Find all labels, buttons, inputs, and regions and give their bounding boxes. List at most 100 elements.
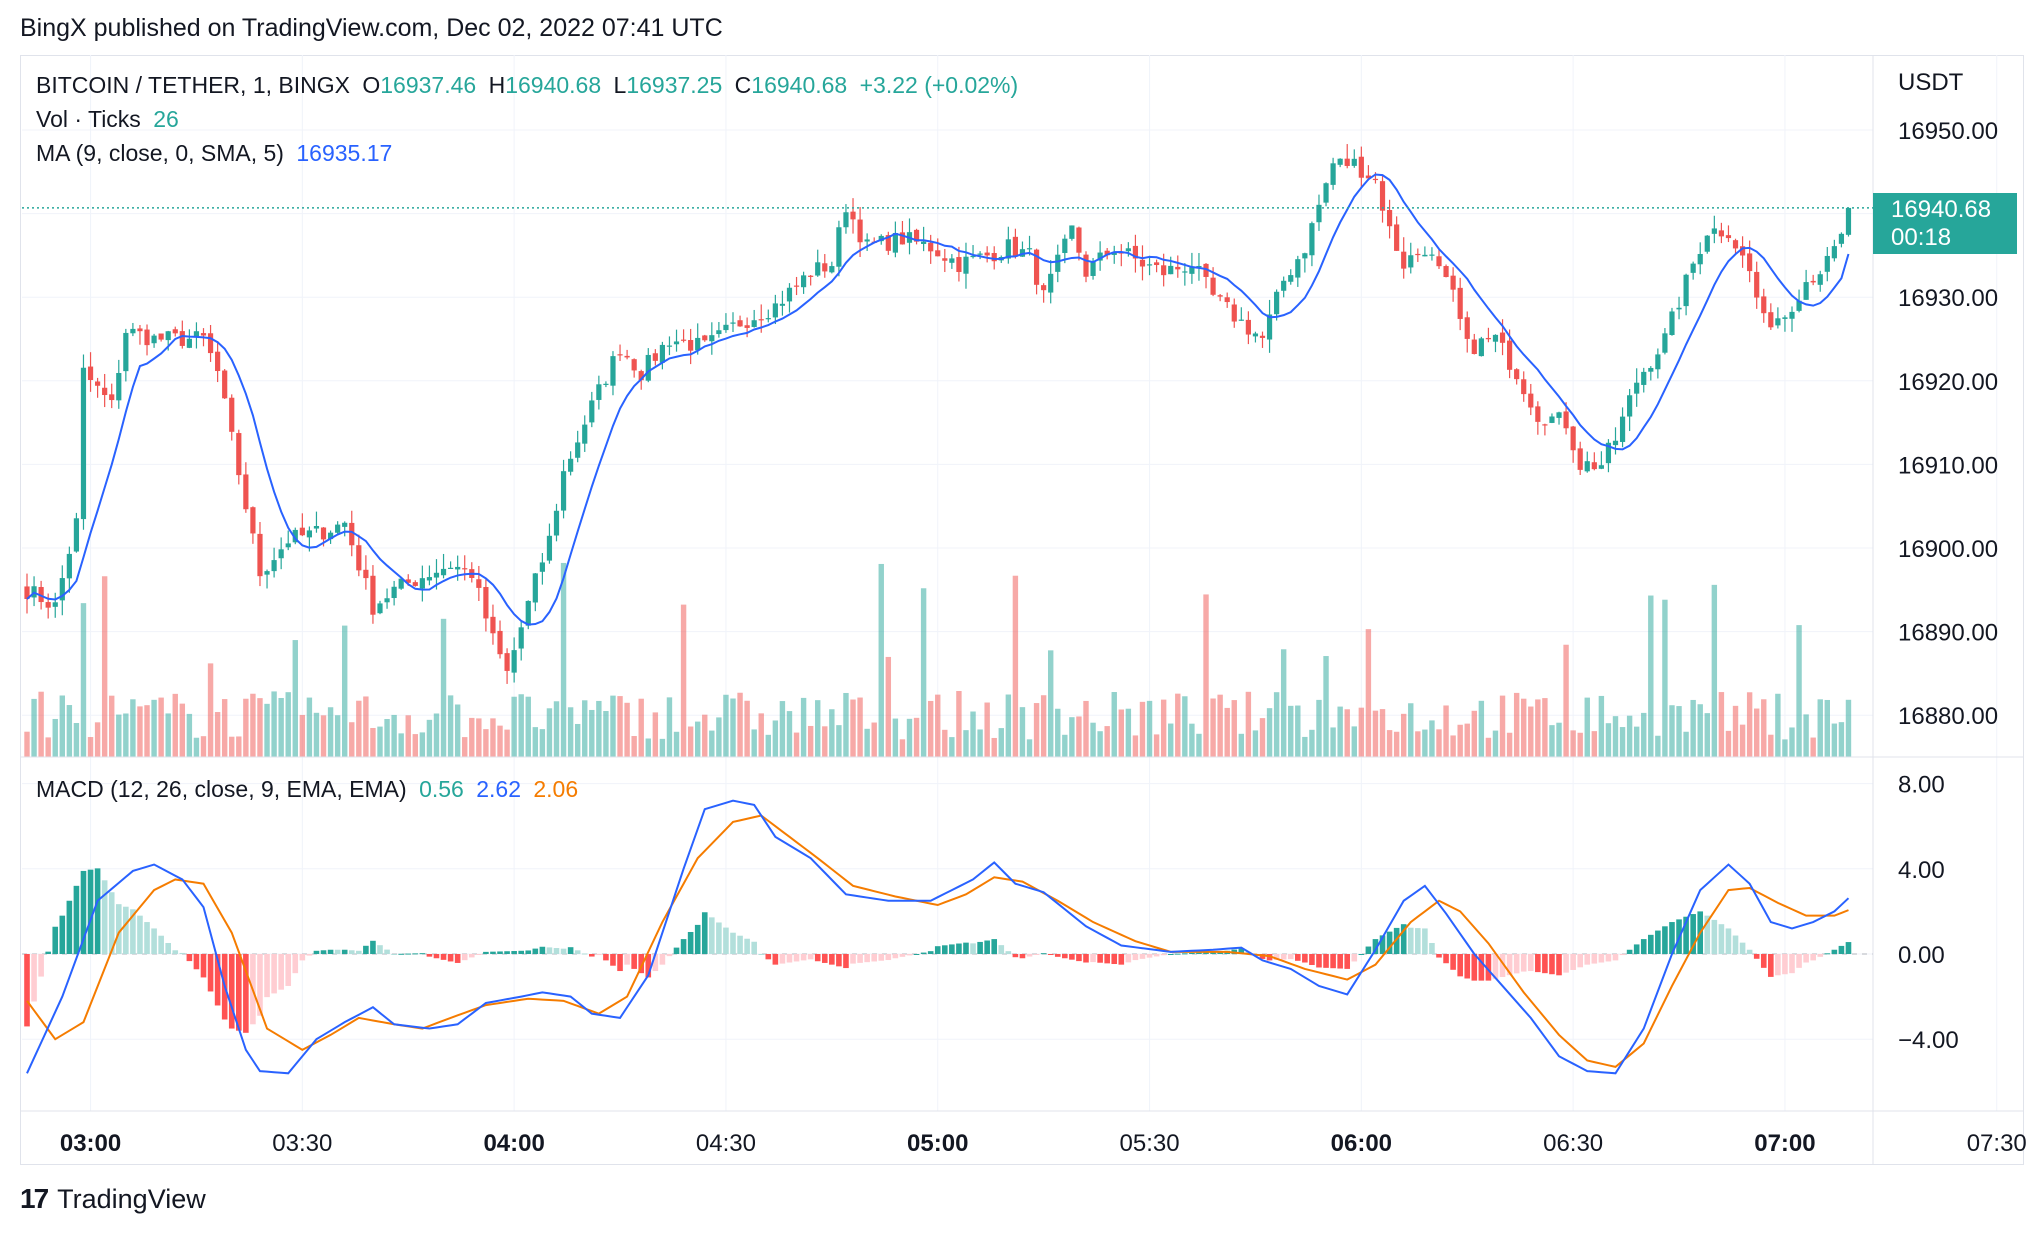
volume-bar [560,562,567,757]
candle-body [779,303,786,306]
macd-histogram-bar [631,954,637,969]
low-label: L [613,72,627,98]
volume-bar [1676,706,1682,757]
volume-bar [405,715,411,757]
macd-line-value: 2.62 [476,776,521,802]
volume-bar [292,640,298,757]
macd-histogram-bar [603,954,609,961]
symbol-label[interactable]: BITCOIN / TETHER, 1, BINGX [36,72,350,98]
volume-bar [1415,731,1421,757]
candle-body [215,351,221,372]
macd-histogram-bar [87,869,94,954]
candle-body [829,266,835,273]
candle-body [490,616,496,634]
macd-histogram-bar [165,942,171,954]
candle-body [793,285,800,287]
macd-histogram-bar [1485,954,1492,981]
macd-panel [22,799,1873,1075]
volume-bar [207,663,214,757]
candle-body [956,257,962,272]
candle-body [730,322,736,324]
candle-body [1648,367,1654,372]
candle-body [1761,296,1767,314]
candle-body [1259,335,1266,338]
macd-histogram-bar [490,951,496,954]
volume-bar [815,700,821,757]
candle-body [1274,291,1280,315]
candle-body [772,303,778,318]
macd-histogram-bar [447,954,454,962]
macd-label[interactable]: MACD (12, 26, close, 9, EMA, EMA) [36,776,407,802]
volume-bar [306,697,313,757]
macd-histogram-bar [878,954,885,961]
candle-body [1824,255,1830,272]
volume-bar [440,618,447,757]
volume-bar [800,697,807,757]
volume-value: 26 [153,106,179,132]
macd-histogram-bar [1549,954,1555,975]
macd-histogram-bar [532,948,539,954]
candle-body [165,331,171,341]
candle-body [568,458,574,472]
candle-body [193,331,200,338]
macd-histogram-bar [694,924,701,954]
volume-bar [843,692,849,757]
candle-body [1351,158,1357,166]
candle-body [236,433,242,476]
macd-histogram-bar [1238,948,1245,954]
macd-histogram-bar [1768,954,1774,977]
volume-bar [899,739,906,757]
time-tick-label: 07:30 [1967,1130,2027,1157]
volume-bar [1478,700,1485,757]
volume-label[interactable]: Vol · Ticks [36,106,141,132]
macd-histogram-bar [1782,954,1788,975]
volume-bar [638,698,644,757]
volume-bar [1824,699,1830,757]
volume-bar [1761,699,1767,757]
macd-histogram-bar [370,940,376,954]
volume-bar [193,737,200,757]
volume-bar [1612,716,1619,757]
volume-bar [779,701,786,757]
footer-brand[interactable]: 17 TradingView [20,1183,206,1215]
volume-bar [525,696,531,757]
macd-histogram-bar [1019,954,1026,959]
macd-histogram-bar [1167,954,1174,955]
macd-histogram-bar [1033,954,1040,955]
macd-histogram-bar [108,892,115,954]
candle-body [603,383,609,385]
ma-label[interactable]: MA (9, close, 0, SMA, 5) [36,140,284,166]
macd-histogram-bar [765,954,772,960]
candle-body [822,263,828,272]
volume-bar [1182,696,1188,757]
volume-bar [765,734,771,757]
candle-body [1203,263,1209,277]
volume-bar [1775,693,1781,757]
volume-bar [906,718,913,757]
candle-body [1217,295,1223,297]
candle-body [87,366,94,381]
volume-bar [1464,723,1470,757]
volume-bar [1521,698,1527,757]
volume-bar [1055,708,1061,757]
candle-body [553,510,560,536]
volume-bar [885,656,892,757]
candle-body [1005,239,1011,259]
volume-bar [151,699,157,757]
candle-body [24,586,30,599]
macd-histogram-bar [857,954,863,963]
macd-histogram-bar [341,949,348,954]
candle-body [1464,317,1470,339]
macd-histogram-bar [1083,954,1089,963]
macd-histogram-bar [101,880,108,954]
macd-histogram-bar [864,954,870,963]
volume-bar [87,737,94,757]
candle-body [1577,448,1583,470]
candle-body [433,572,440,578]
candle-body [1697,253,1703,265]
volume-bar [1831,723,1838,757]
volume-bar [1492,730,1499,757]
volume-bar [1280,649,1287,757]
candle-body [878,235,884,242]
